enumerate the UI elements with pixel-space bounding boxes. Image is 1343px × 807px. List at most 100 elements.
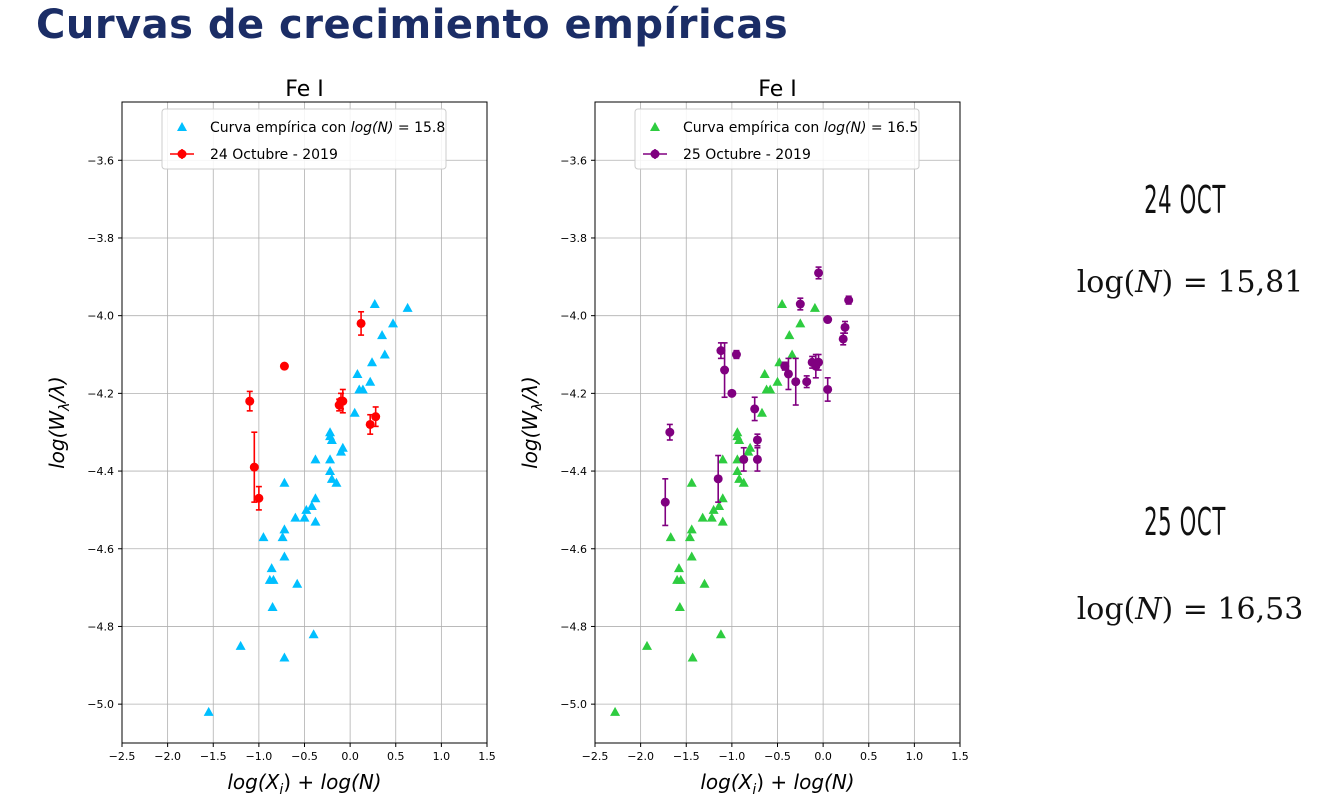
triangle-point: [367, 357, 378, 367]
triangle-point: [258, 532, 269, 542]
y-axis-label: log(Wλ/λ): [518, 376, 546, 469]
x-tick-label: −0.5: [764, 750, 791, 763]
legend-entry-observed: 24 Octubre - 2019: [210, 147, 338, 163]
result-log-n-24-oct: log(N) = 15,81: [1060, 265, 1320, 300]
triangle-point: [299, 512, 310, 522]
legend-text-part: = 16.5: [866, 120, 918, 136]
x-tick-label: 1.0: [433, 750, 451, 763]
chart-title: Fe I: [758, 77, 796, 102]
y-tick-label: −4.4: [560, 465, 587, 478]
triangle-point: [325, 454, 336, 464]
x-axis-label: log(Xi) + log(N): [227, 770, 381, 798]
y-tick-label: −4.2: [87, 387, 114, 400]
label-part: i: [752, 782, 756, 798]
label-part: log(: [227, 770, 266, 794]
x-axis-label: log(Xi) + log(N): [700, 770, 854, 798]
circle-point: [823, 384, 833, 394]
circle-point: [795, 299, 805, 309]
x-tick-label: −2.0: [627, 750, 654, 763]
triangle-point: [738, 477, 749, 487]
triangle-point: [715, 629, 726, 639]
label-part: log(W: [518, 410, 542, 469]
triangle-point: [292, 578, 303, 588]
triangle-point: [326, 434, 337, 444]
triangle-point: [717, 454, 728, 464]
result-suffix: ) = 15,81: [1161, 265, 1304, 300]
y-tick-label: −5.0: [560, 698, 587, 711]
circle-point: [752, 435, 762, 445]
triangle-point: [708, 504, 719, 514]
x-tick-label: −1.0: [719, 750, 746, 763]
circle-point: [713, 474, 723, 484]
triangle-point: [787, 349, 798, 359]
x-tick-label: 0.5: [387, 750, 405, 763]
y-tick-label: −4.4: [87, 465, 114, 478]
label-part: X: [738, 770, 754, 794]
circle-point: [338, 396, 348, 406]
y-tick-label: −5.0: [87, 698, 114, 711]
triangle-point: [308, 629, 319, 639]
legend-text-part: = 15.8: [393, 120, 445, 136]
legend-circle-marker: [177, 149, 187, 159]
x-tick-label: −1.5: [673, 750, 700, 763]
circle-point: [279, 361, 289, 371]
circle-point: [371, 412, 381, 422]
x-tick-label: −2.0: [154, 750, 181, 763]
circle-point: [840, 322, 850, 332]
triangle-point: [301, 504, 312, 514]
circle-point: [365, 419, 375, 429]
triangle-point: [665, 532, 676, 542]
triangle-point: [784, 330, 795, 340]
triangle-point: [706, 512, 717, 522]
y-tick-label: −3.6: [560, 154, 587, 167]
triangle-point: [673, 563, 684, 573]
circle-point: [791, 377, 801, 387]
label-part: log(: [700, 770, 739, 794]
triangle-point: [306, 501, 317, 511]
y-tick-label: −4.6: [87, 543, 114, 556]
legend-text-part: Curva empírica con: [210, 120, 351, 136]
x-tick-label: 1.5: [951, 750, 969, 763]
triangle-point: [809, 302, 820, 312]
triangle-point: [717, 493, 728, 503]
label-part: λ: [57, 403, 73, 412]
y-tick-label: −4.0: [87, 310, 114, 323]
chart-title: Fe I: [285, 77, 323, 102]
label-part: i: [279, 782, 283, 798]
triangle-point: [699, 578, 710, 588]
triangle-point: [674, 602, 685, 612]
x-tick-label: −1.5: [200, 750, 227, 763]
result-variable: N: [1135, 265, 1162, 300]
triangle-point: [266, 563, 277, 573]
result-prefix: log(: [1076, 265, 1136, 300]
circle-point: [254, 493, 264, 503]
triangle-point: [336, 446, 346, 456]
y-tick-label: −3.8: [87, 232, 114, 245]
label-part: X: [265, 770, 281, 794]
x-tick-label: −2.5: [109, 750, 136, 763]
triangle-point: [268, 574, 279, 584]
triangle-point: [290, 512, 301, 522]
legend-text-part: log(N): [351, 120, 394, 136]
result-variable: N: [1135, 592, 1162, 627]
triangle-point: [687, 652, 698, 662]
triangle-point: [697, 512, 708, 522]
triangle-point: [743, 446, 754, 456]
circle-point: [245, 396, 255, 406]
y-axis-label: log(Wλ/λ): [45, 376, 73, 469]
chart-2: Curva empírica con log(N) = 16.5 25 Octub…: [591, 101, 961, 747]
x-tick-label: −1.0: [246, 750, 273, 763]
y-tick-label: −3.6: [87, 154, 114, 167]
triangle-point: [772, 376, 783, 386]
circle-point: [750, 404, 760, 414]
chart-1: Curva empírica con log(N) = 15.8 24 Octub…: [118, 101, 488, 747]
legend-box: [161, 108, 447, 170]
circle-point: [739, 454, 749, 464]
legend-text-part: Curva empírica con: [683, 120, 824, 136]
circle-point: [727, 388, 737, 398]
circle-point: [720, 365, 730, 375]
circle-point: [249, 462, 259, 472]
x-tick-label: 1.5: [478, 750, 496, 763]
triangle-point: [675, 574, 686, 584]
